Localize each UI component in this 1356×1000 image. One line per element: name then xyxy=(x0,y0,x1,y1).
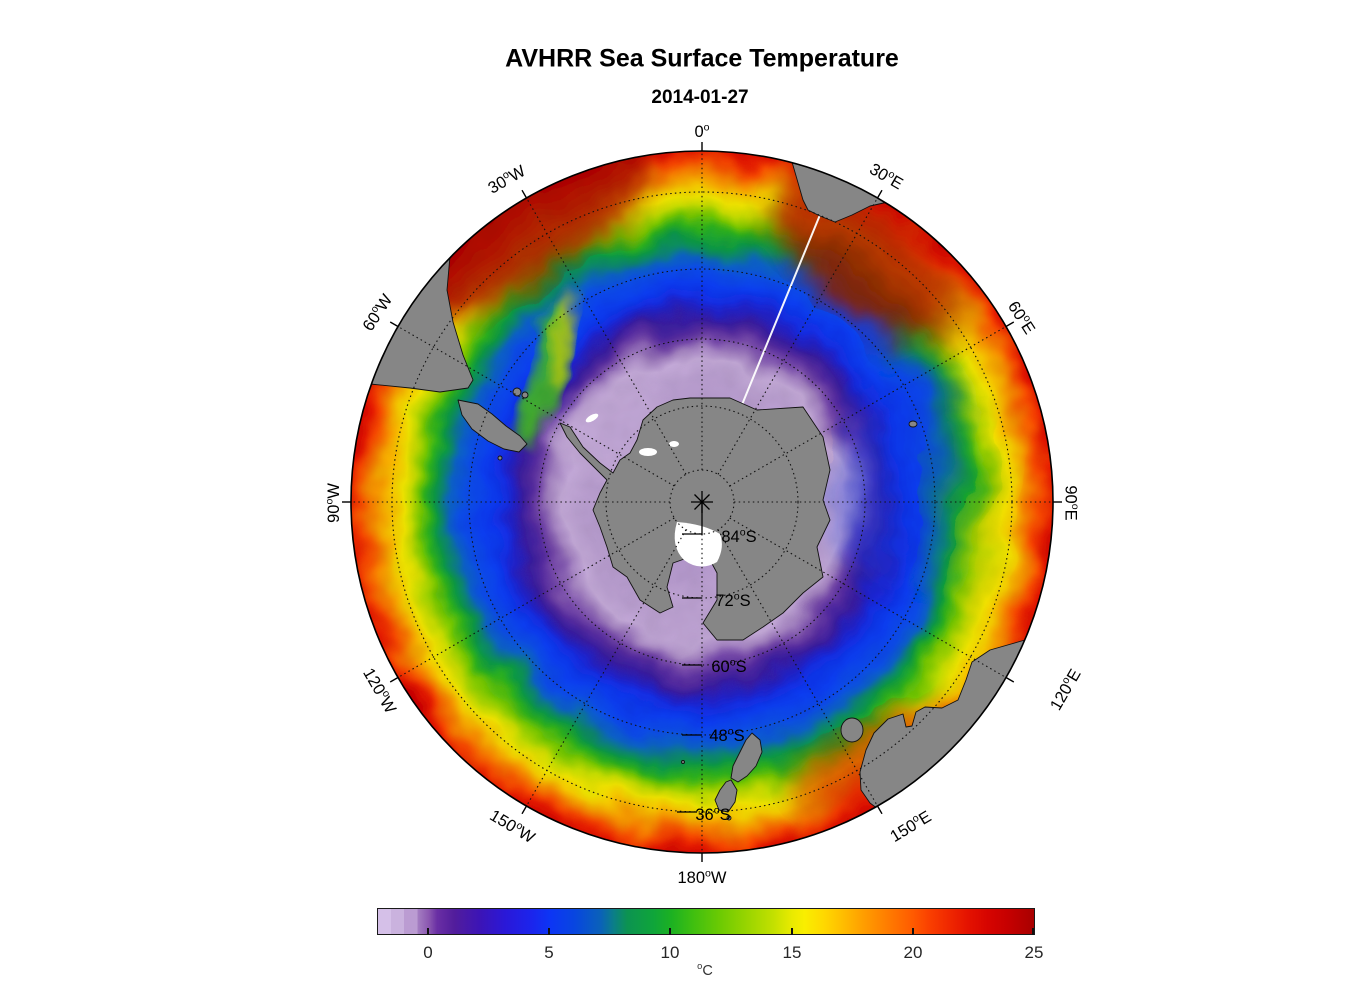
islet-small xyxy=(681,760,685,764)
lon-label-90w: 90oW xyxy=(323,483,343,523)
ice-patch xyxy=(639,448,657,456)
lon-label-90e: 90oE xyxy=(1061,485,1081,521)
colorbar-label-20: 20 xyxy=(903,943,923,962)
lat-label-60s: 60oS xyxy=(711,656,747,676)
lat-ticks xyxy=(677,533,702,813)
land-nz-south-island xyxy=(730,732,763,783)
meridian-150w xyxy=(526,529,687,807)
colorbar-label-5: 5 xyxy=(544,943,554,962)
island-falkland-west xyxy=(512,387,522,397)
lat-label-48s: 48oS xyxy=(709,725,745,745)
page-title: AVHRR Sea Surface Temperature xyxy=(505,44,899,73)
meridian-30e xyxy=(717,197,878,475)
lat-circle-48s xyxy=(468,268,936,736)
land-tierra-del-fuego xyxy=(457,399,528,453)
colorbar-label-15: 15 xyxy=(782,943,802,962)
colorbar-label-10: 10 xyxy=(660,943,680,962)
island-tasmania xyxy=(840,717,864,743)
colorbar-tick-25 xyxy=(1032,928,1034,935)
colorbar-tick-20 xyxy=(912,928,914,935)
lat-label-72s: 72oS xyxy=(715,590,751,610)
meridian-120w xyxy=(397,517,675,678)
land-nz-north-island xyxy=(714,779,738,813)
colorbar-tick-0 xyxy=(427,928,429,935)
meridian-120e xyxy=(729,517,1007,678)
colorbar xyxy=(377,908,1035,935)
lat-circle-60s xyxy=(538,338,866,666)
ice-shelf-layer xyxy=(585,413,722,567)
date-subtitle: 2014-01-27 xyxy=(651,87,749,108)
colorbar-label-0: 0 xyxy=(423,943,433,962)
island-falkland-east xyxy=(521,391,529,399)
colorbar-unit: oC xyxy=(697,961,713,979)
sst-field xyxy=(351,151,1053,853)
island-stewart xyxy=(726,815,732,821)
ice-ross xyxy=(674,522,722,567)
edge-ticks xyxy=(342,142,1062,862)
colorbar-tick-15 xyxy=(791,928,793,935)
islet xyxy=(497,455,503,461)
lon-label-180w: 180oW xyxy=(677,867,727,887)
lon-label-0: 0o xyxy=(694,121,710,141)
meridian-150e xyxy=(717,529,878,807)
polar-sst-map xyxy=(342,142,1062,862)
land-antarctica xyxy=(559,397,831,641)
meridian-60w xyxy=(397,326,675,487)
meridian-30w xyxy=(526,197,687,475)
lat-label-84s: 84oS xyxy=(721,526,757,546)
ice-patch xyxy=(585,413,599,423)
meridian-60e xyxy=(729,326,1007,487)
colorbar-tick-10 xyxy=(669,928,671,935)
ice-patch xyxy=(669,441,679,447)
colorbar-label-25: 25 xyxy=(1024,943,1044,962)
pole-marker xyxy=(691,491,713,535)
colorbar-tick-5 xyxy=(548,928,550,935)
island-kerguelen xyxy=(908,420,918,428)
graticule xyxy=(351,151,1053,853)
lat-label-36s: 36oS xyxy=(695,804,731,824)
